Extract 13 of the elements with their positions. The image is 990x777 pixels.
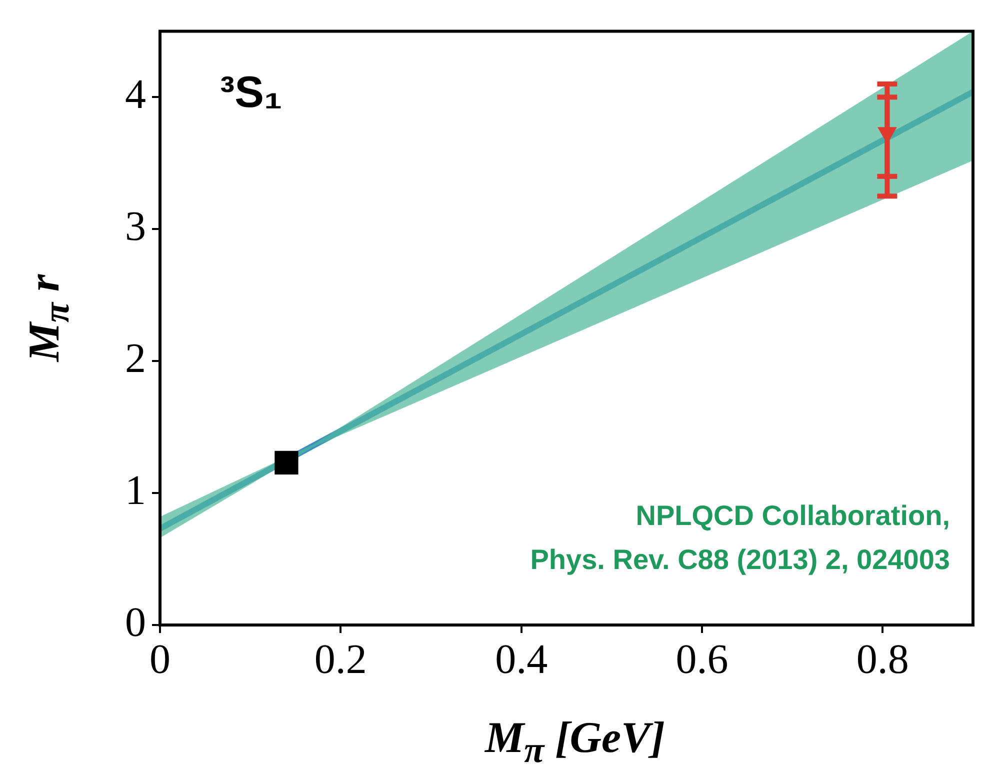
annotation: Phys. Rev. C88 (2013) 2, 024003 <box>530 544 950 576</box>
x-axis-title: M$_{π}$ [GeV] <box>484 712 666 771</box>
y-tick-label: 0 <box>125 600 146 646</box>
x-tick-label: 0.4 <box>495 637 548 684</box>
x-tick-label: 0.6 <box>676 637 728 684</box>
annotation: NPLQCD Collaboration, <box>636 500 950 532</box>
x-tick-label: 0.2 <box>314 637 367 684</box>
y-tick-label: 2 <box>125 336 146 382</box>
y-tick-label: 3 <box>125 204 146 250</box>
y-tick-label: 4 <box>125 72 146 118</box>
x-tick-label: 0.8 <box>856 637 909 684</box>
y-tick-label: 1 <box>125 468 146 514</box>
annotation: ³S₁ <box>220 68 282 118</box>
